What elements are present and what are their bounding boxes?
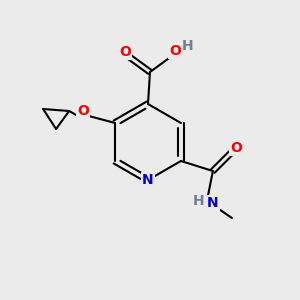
Text: O: O [119, 45, 131, 59]
Text: O: O [230, 141, 242, 155]
Text: H: H [182, 39, 194, 53]
Text: O: O [77, 104, 89, 118]
Text: O: O [169, 44, 181, 58]
Text: N: N [207, 196, 219, 210]
Text: N: N [142, 173, 154, 187]
Text: H: H [193, 194, 205, 208]
